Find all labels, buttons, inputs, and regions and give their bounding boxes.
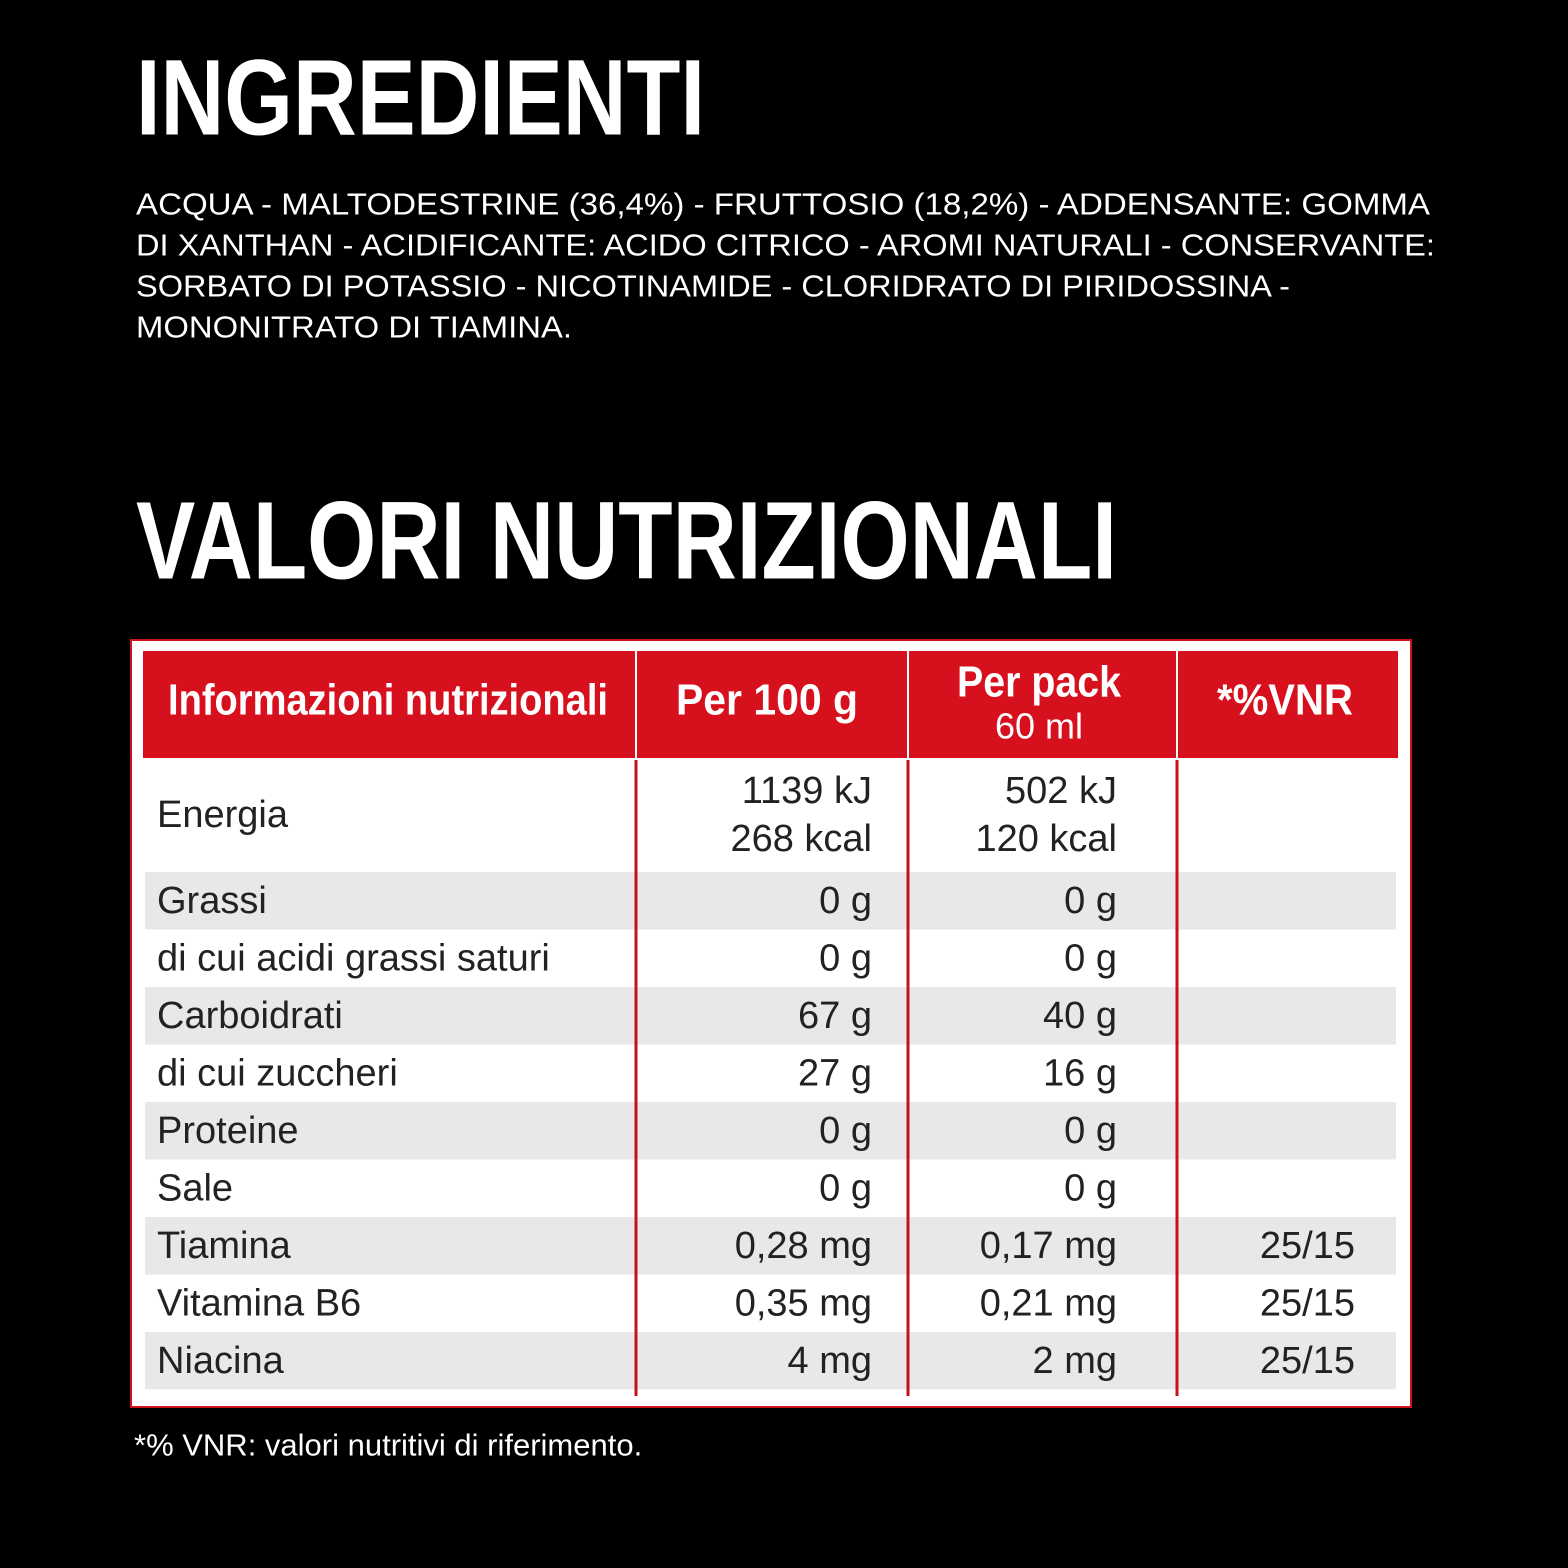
- cell-per-100g: 0,28 mg: [735, 1225, 872, 1267]
- cell-per-pack: 0 g: [1064, 1167, 1117, 1209]
- row-shade: [145, 1332, 1396, 1390]
- ingredients-line: SORBATO DI POTASSIO - NICOTINAMIDE - CLO…: [136, 269, 1290, 304]
- table-body: Energia 1139 kJ 268 kcal 502 kJ 120 kcal Gras…: [145, 770, 1396, 1390]
- ingredients-line: DI XANTHAN - ACIDIFICANTE: ACIDO CITRICO…: [136, 228, 1435, 263]
- row-name: Tiamina: [157, 1225, 292, 1267]
- row-name: Carboidrati: [157, 995, 343, 1037]
- row-name: di cui acidi grassi saturi: [157, 937, 550, 979]
- cell-per-pack: 120 kcal: [975, 818, 1117, 860]
- cell-per-pack: 0,17 mg: [980, 1225, 1117, 1267]
- cell-per-100g: 4 mg: [788, 1340, 872, 1382]
- cell-per-100g: 1139 kJ: [742, 770, 872, 812]
- cell-per-pack: 16 g: [1043, 1052, 1117, 1094]
- row-name: Grassi: [157, 880, 267, 922]
- cell-vnr: 25/15: [1260, 1340, 1355, 1382]
- cell-per-100g: 0 g: [819, 1167, 872, 1209]
- row-shade: [145, 1102, 1396, 1160]
- ingredients-line: MONONITRATO DI TIAMINA.: [136, 310, 572, 345]
- row-name: di cui zuccheri: [157, 1052, 398, 1094]
- cell-per-pack: 0 g: [1064, 937, 1117, 979]
- row-name: Niacina: [157, 1340, 285, 1382]
- ingredients-line: ACQUA - MALTODESTRINE (36,4%) - FRUTTOSI…: [136, 187, 1430, 222]
- nutrition-title: VALORI NUTRIZIONALI: [136, 480, 1117, 603]
- cell-per-100g: 27 g: [798, 1052, 872, 1094]
- column-dividers: [634, 651, 1179, 1396]
- cell-per-100g: 0 g: [819, 880, 872, 922]
- cell-per-pack: 0 g: [1064, 1110, 1117, 1152]
- cell-vnr: 25/15: [1260, 1282, 1355, 1324]
- row-name: Energia: [157, 794, 289, 836]
- row-shade: [145, 872, 1396, 930]
- cell-per-pack: 40 g: [1043, 995, 1117, 1037]
- row-name: Vitamina B6: [157, 1282, 361, 1324]
- header-name: Informazioni nutrizionali: [168, 676, 608, 725]
- row-name: Proteine: [157, 1110, 299, 1152]
- cell-per-100g: 0 g: [819, 1110, 872, 1152]
- row-shade: [145, 987, 1396, 1045]
- cell-per-pack: 0 g: [1064, 880, 1117, 922]
- header-vnr: *%VNR: [1217, 676, 1353, 725]
- cell-per-100g: 0,35 mg: [735, 1282, 872, 1324]
- row-name: Sale: [157, 1167, 233, 1209]
- cell-per-pack: 2 mg: [1033, 1340, 1117, 1382]
- table-header: [143, 651, 1398, 758]
- cell-per-100g: 67 g: [798, 995, 872, 1037]
- row-shade: [145, 1217, 1396, 1275]
- cell-vnr: 25/15: [1260, 1225, 1355, 1267]
- cell-per-100g: 0 g: [819, 937, 872, 979]
- header-per-100g: Per 100 g: [676, 676, 858, 725]
- footnote: *% VNR: valori nutritivi di riferimento.: [134, 1428, 642, 1463]
- cell-per-pack: 502 kJ: [1005, 770, 1117, 812]
- cell-per-pack: 0,21 mg: [980, 1282, 1117, 1324]
- ingredients-title: INGREDIENTI: [136, 37, 705, 158]
- cell-per-100g: 268 kcal: [730, 818, 872, 860]
- header-per-pack-unit: 60 ml: [995, 706, 1083, 747]
- header-per-pack: Per pack: [957, 658, 1121, 707]
